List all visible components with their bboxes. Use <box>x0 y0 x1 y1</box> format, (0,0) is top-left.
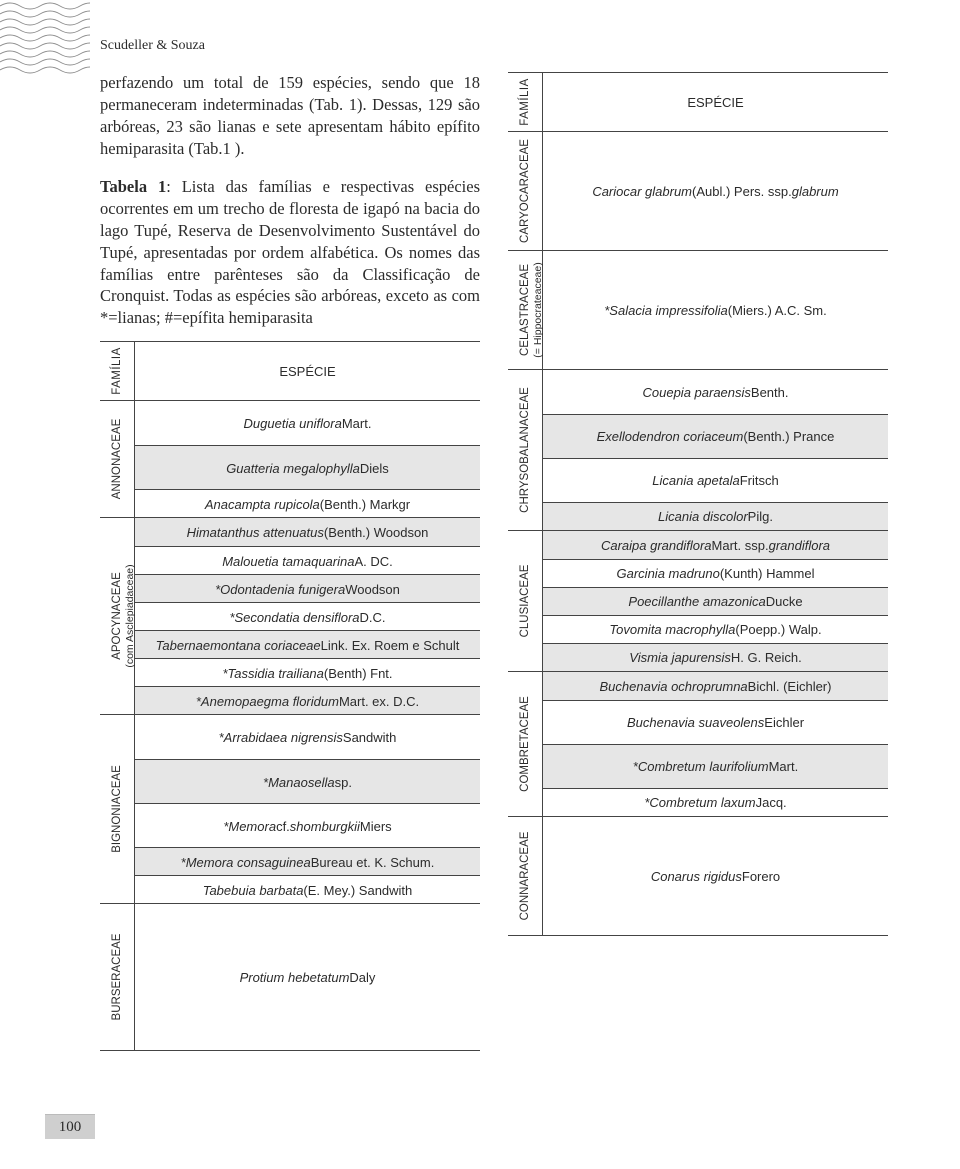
family-sublabel: (com Asclepiadaceae) <box>124 565 136 668</box>
species-row: Himatanthus attenuatus (Benth.) Woodson <box>135 518 480 546</box>
species-row: *Secondatia densiflora D.C. <box>135 602 480 630</box>
family-cell: CHRYSOBALANACEAE <box>508 370 543 530</box>
species-row: Tabebuia barbata (E. Mey.) Sandwith <box>135 875 480 903</box>
species-row: Tovomita macrophylla (Poepp.) Walp. <box>543 615 888 643</box>
species-row: Couepia paraensis Benth. <box>543 370 888 414</box>
family-cell: ANNONACEAE <box>100 401 135 517</box>
col-header-species-r: ESPÉCIE <box>543 73 888 131</box>
family-cell: CARYOCARACEAE <box>508 132 543 250</box>
family-block: CONNARACEAE Conarus rigidus Forero <box>508 817 888 936</box>
family-label: ANNONACEAE <box>111 419 123 500</box>
species-row: Conarus rigidus Forero <box>543 817 888 935</box>
species-row: Caraipa grandiflora Mart. ssp. grandiflo… <box>543 531 888 559</box>
species-row: Garcinia madruno (Kunth) Hammel <box>543 559 888 587</box>
species-row: Buchenavia suaveolens Eichler <box>543 700 888 744</box>
family-block: CLUSIACEAE Caraipa grandiflora Mart. ssp.… <box>508 531 888 672</box>
family-block: COMBRETACEAE Buchenavia ochroprumna Bichl… <box>508 672 888 817</box>
family-block: CARYOCARACEAE Cariocar glabrum (Aubl.) Pe… <box>508 132 888 251</box>
species-row: *Arrabidaea nigrensis Sandwith <box>135 715 480 759</box>
species-row: *Combretum laurifolium Mart. <box>543 744 888 788</box>
species-stack: *Salacia impressifolia (Miers.) A.C. Sm. <box>543 251 888 369</box>
species-stack: Caraipa grandiflora Mart. ssp. grandiflo… <box>543 531 888 671</box>
species-row: Vismia japurensis H. G. Reich. <box>543 643 888 671</box>
family-block: BURSERACEAE Protium hebetatum Daly <box>100 904 480 1051</box>
species-row: *Memora consaguinea Bureau et. K. Schum. <box>135 847 480 875</box>
right-column: FAMÍLIA ESPÉCIE CARYOCARACEAE Cariocar gl… <box>508 72 888 1051</box>
col-header-species: ESPÉCIE <box>135 342 480 400</box>
species-row: Cariocar glabrum (Aubl.) Pers. ssp. glab… <box>543 132 888 250</box>
family-cell: CLUSIACEAE <box>508 531 543 671</box>
species-row: Exellodendron coriaceum (Benth.) Prance <box>543 414 888 458</box>
species-row: Licania apetala Fritsch <box>543 458 888 502</box>
species-row: Guatteria megalophylla Diels <box>135 445 480 489</box>
right-table: FAMÍLIA ESPÉCIE CARYOCARACEAE Cariocar gl… <box>508 72 888 936</box>
species-row: *Manaosella sp. <box>135 759 480 803</box>
species-row: Buchenavia ochroprumna Bichl. (Eichler) <box>543 672 888 700</box>
family-block: BIGNONIACEAE *Arrabidaea nigrensis Sandwi… <box>100 715 480 904</box>
intro-paragraph: perfazendo um total de 159 espécies, sen… <box>100 72 480 160</box>
family-label: COMBRETACEAE <box>519 696 531 792</box>
species-row: *Combretum laxum Jacq. <box>543 788 888 816</box>
col-header-family-r: FAMÍLIA <box>508 73 543 131</box>
species-row: *Memora cf. shomburgkii Miers <box>135 803 480 847</box>
species-row: Malouetia tamaquarina A. DC. <box>135 546 480 574</box>
family-block: APOCYNACEAE(com Asclepiadaceae)Himatanth… <box>100 518 480 715</box>
table-caption-text: : Lista das famílias e respectivas espéc… <box>100 177 480 328</box>
species-row: Tabernaemontana coriaceae Link. Ex. Roem… <box>135 630 480 658</box>
species-row: *Salacia impressifolia (Miers.) A.C. Sm. <box>543 251 888 369</box>
family-label: CONNARACEAE <box>519 832 531 921</box>
species-stack: Couepia paraensis Benth.Exellodendron co… <box>543 370 888 530</box>
family-cell: CELASTRACEAE(= Hippocrateaceae) <box>508 251 543 369</box>
decorative-pattern <box>0 0 90 78</box>
col-header-family-r-label: FAMÍLIA <box>519 78 531 126</box>
family-cell: BIGNONIACEAE <box>100 715 135 903</box>
table-label: Tabela 1 <box>100 177 166 196</box>
species-stack: Cariocar glabrum (Aubl.) Pers. ssp. glab… <box>543 132 888 250</box>
family-block: CELASTRACEAE(= Hippocrateaceae)*Salacia … <box>508 251 888 370</box>
species-row: *Tassidia trailiana (Benth) Fnt. <box>135 658 480 686</box>
family-label: CHRYSOBALANACEAE <box>519 387 531 513</box>
species-row: *Anemopaegma floridum Mart. ex. D.C. <box>135 686 480 714</box>
family-label: CELASTRACEAE <box>519 264 531 356</box>
family-block: ANNONACEAE Duguetia uniflora Mart.Guatter… <box>100 401 480 518</box>
family-label: APOCYNACEAE <box>111 573 123 661</box>
species-row: Protium hebetatum Daly <box>135 904 480 1050</box>
family-label: CLUSIACEAE <box>519 565 531 638</box>
species-stack: Buchenavia ochroprumna Bichl. (Eichler)B… <box>543 672 888 816</box>
family-label: CARYOCARACEAE <box>519 139 531 243</box>
species-row: *Odontadenia funigera Woodson <box>135 574 480 602</box>
page-number: 100 <box>45 1114 95 1139</box>
species-stack: Himatanthus attenuatus (Benth.) WoodsonM… <box>135 518 480 714</box>
species-stack: Conarus rigidus Forero <box>543 817 888 935</box>
family-block: CHRYSOBALANACEAE Couepia paraensis Benth.… <box>508 370 888 531</box>
species-stack: Duguetia uniflora Mart.Guatteria megalop… <box>135 401 480 517</box>
family-label: BIGNONIACEAE <box>111 766 123 854</box>
family-cell: APOCYNACEAE(com Asclepiadaceae) <box>100 518 135 714</box>
family-cell: CONNARACEAE <box>508 817 543 935</box>
left-table: FAMÍLIA ESPÉCIE ANNONACEAE Duguetia unifl… <box>100 341 480 1051</box>
species-row: Anacampta rupicola (Benth.) Markgr <box>135 489 480 517</box>
left-column: perfazendo um total de 159 espécies, sen… <box>100 72 480 1051</box>
species-stack: Protium hebetatum Daly <box>135 904 480 1050</box>
authors-line: Scudeller & Souza <box>100 38 892 54</box>
col-header-family-label: FAMÍLIA <box>111 348 123 396</box>
species-row: Licania discolor Pilg. <box>543 502 888 530</box>
family-cell: COMBRETACEAE <box>508 672 543 816</box>
col-header-family: FAMÍLIA <box>100 342 135 400</box>
species-stack: *Arrabidaea nigrensis Sandwith*Manaosell… <box>135 715 480 903</box>
species-row: Poecillanthe amazonica Ducke <box>543 587 888 615</box>
table-caption: Tabela 1: Lista das famílias e respectiv… <box>100 176 480 330</box>
species-row: Duguetia uniflora Mart. <box>135 401 480 445</box>
family-label: BURSERACEAE <box>111 934 123 1021</box>
family-sublabel: (= Hippocrateaceae) <box>532 262 544 357</box>
family-cell: BURSERACEAE <box>100 904 135 1050</box>
